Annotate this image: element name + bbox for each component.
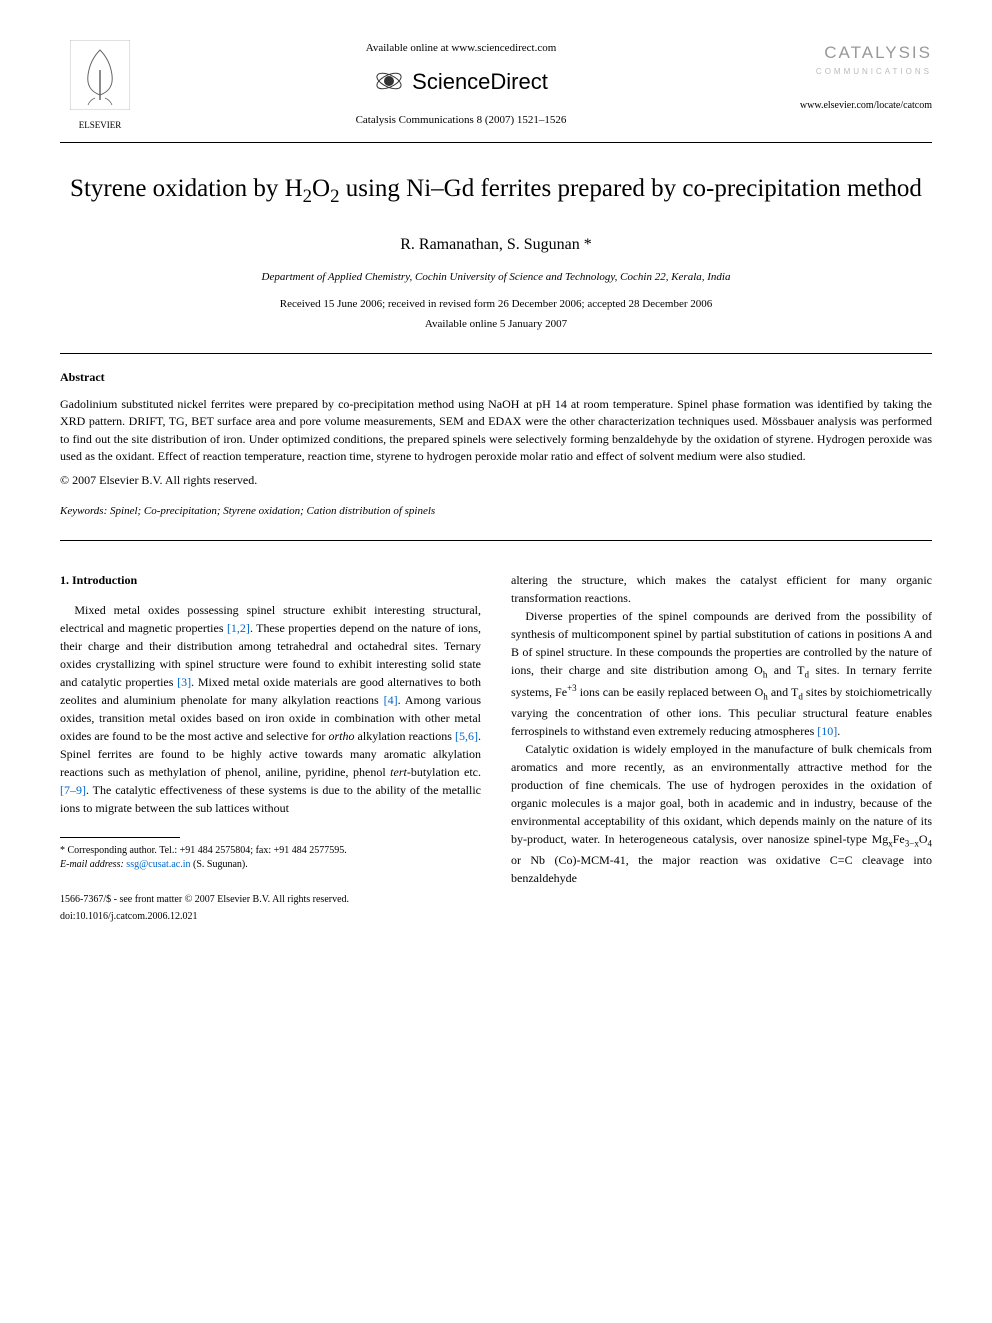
intro-para-1: Mixed metal oxides possessing spinel str… — [60, 601, 481, 817]
received-dates: Received 15 June 2006; received in revis… — [60, 296, 932, 313]
sciencedirect-icon — [374, 66, 404, 96]
elsevier-tree-icon — [70, 40, 130, 110]
sciencedirect-name: ScienceDirect — [412, 65, 548, 98]
page-header: ELSEVIER Available online at www.science… — [60, 40, 932, 132]
available-online-text: Available online at www.sciencedirect.co… — [140, 40, 782, 57]
email-label: E-mail address: — [60, 859, 124, 870]
abstract-heading: Abstract — [60, 368, 932, 386]
abstract-text: Gadolinium substituted nickel ferrites w… — [60, 396, 932, 466]
corresponding-author-footnote: * Corresponding author. Tel.: +91 484 25… — [60, 844, 481, 872]
publisher-logo-block: ELSEVIER — [60, 40, 140, 132]
footnote-email-line: E-mail address: ssg@cusat.ac.in (S. Sugu… — [60, 858, 481, 872]
abstract-bottom-rule — [60, 540, 932, 541]
available-date: Available online 5 January 2007 — [60, 316, 932, 333]
publisher-name: ELSEVIER — [60, 119, 140, 133]
abstract-top-rule — [60, 353, 932, 354]
keywords-label: Keywords: — [60, 505, 107, 517]
intro-para-3: Catalytic oxidation is widely employed i… — [511, 740, 932, 887]
doi-line: doi:10.1016/j.catcom.2006.12.021 — [60, 909, 481, 924]
intro-para-1-cont: altering the structure, which makes the … — [511, 571, 932, 607]
header-center: Available online at www.sciencedirect.co… — [140, 40, 782, 128]
body-columns: 1. Introduction Mixed metal oxides posse… — [60, 571, 932, 924]
journal-title: CATALYSIS — [782, 40, 932, 66]
keywords: Keywords: Spinel; Co-precipitation; Styr… — [60, 503, 932, 520]
header-rule — [60, 142, 932, 143]
journal-subtitle: COMMUNICATIONS — [782, 66, 932, 78]
journal-url: www.elsevier.com/locate/catcom — [782, 98, 932, 113]
left-column: 1. Introduction Mixed metal oxides posse… — [60, 571, 481, 924]
intro-heading: 1. Introduction — [60, 571, 481, 589]
abstract-copyright: © 2007 Elsevier B.V. All rights reserved… — [60, 471, 932, 489]
keywords-text: Spinel; Co-precipitation; Styrene oxidat… — [110, 505, 435, 517]
journal-logo-block: CATALYSIS COMMUNICATIONS www.elsevier.co… — [782, 40, 932, 113]
issn-line: 1566-7367/$ - see front matter © 2007 El… — [60, 892, 481, 907]
affiliation: Department of Applied Chemistry, Cochin … — [60, 269, 932, 286]
footnote-tel: * Corresponding author. Tel.: +91 484 25… — [60, 844, 481, 858]
sciencedirect-logo: ScienceDirect — [140, 65, 782, 98]
authors: R. Ramanathan, S. Sugunan * — [60, 233, 932, 257]
email-attribution: (S. Sugunan). — [193, 859, 248, 870]
article-title: Styrene oxidation by H2O2 using Ni–Gd fe… — [60, 173, 932, 209]
email-address[interactable]: ssg@cusat.ac.in — [126, 859, 190, 870]
citation: Catalysis Communications 8 (2007) 1521–1… — [140, 112, 782, 129]
right-column: altering the structure, which makes the … — [511, 571, 932, 924]
intro-para-2: Diverse properties of the spinel compoun… — [511, 607, 932, 740]
footnote-separator — [60, 837, 180, 838]
